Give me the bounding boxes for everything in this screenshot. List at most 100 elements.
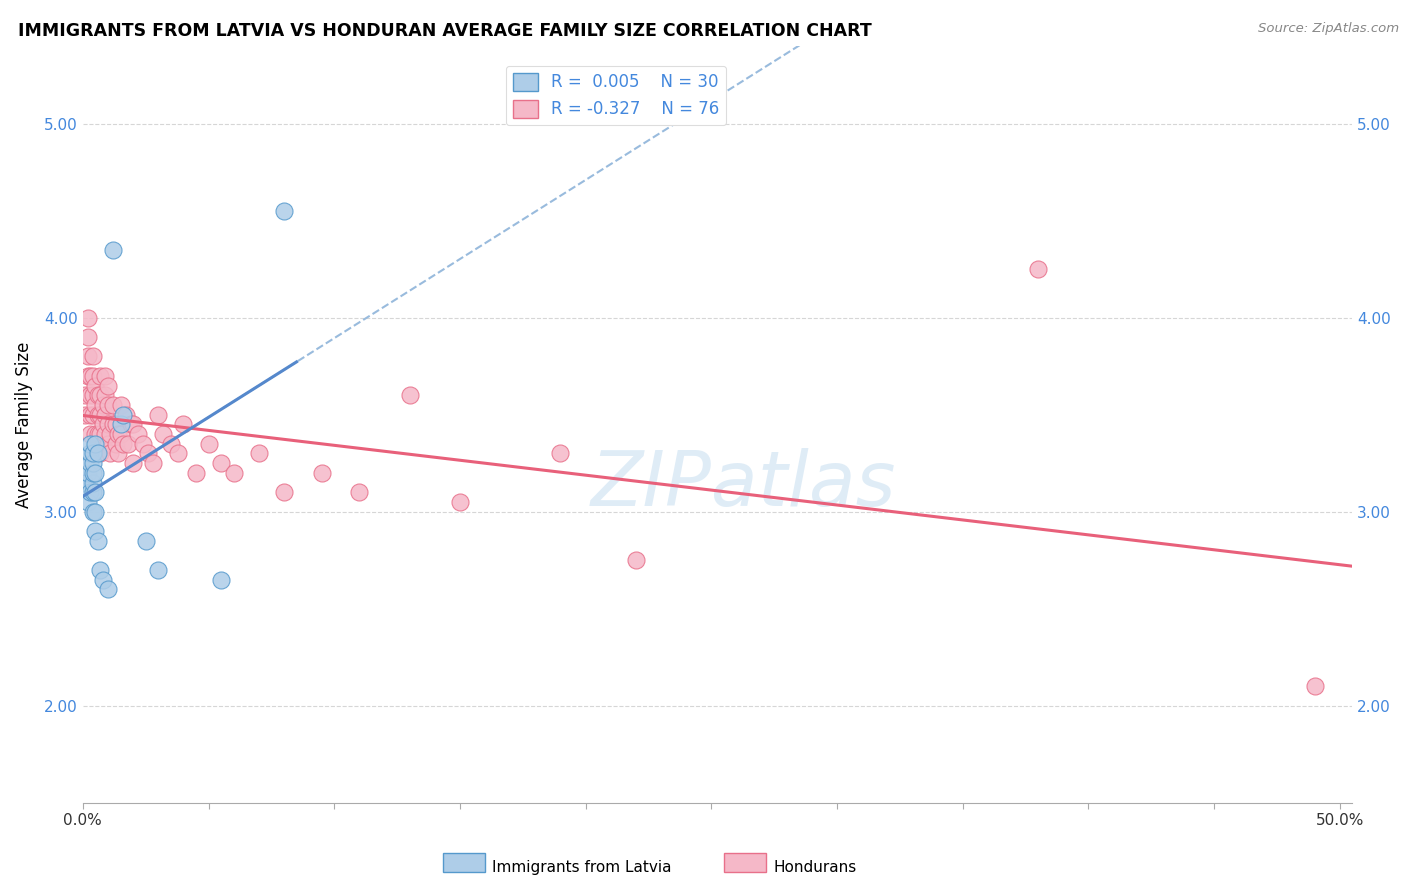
Point — [84, 505, 107, 519]
Point — [91, 436, 114, 450]
Point — [184, 466, 207, 480]
Point — [100, 427, 122, 442]
Point — [82, 350, 104, 364]
Point — [135, 533, 157, 548]
Point — [79, 408, 101, 422]
Point — [84, 378, 107, 392]
Point — [311, 466, 333, 480]
Point — [132, 436, 155, 450]
Point — [84, 446, 107, 460]
Point — [79, 456, 101, 470]
Point — [82, 368, 104, 383]
Point — [82, 456, 104, 470]
Text: IMMIGRANTS FROM LATVIA VS HONDURAN AVERAGE FAMILY SIZE CORRELATION CHART: IMMIGRANTS FROM LATVIA VS HONDURAN AVERA… — [18, 22, 872, 40]
Point — [84, 398, 107, 412]
Point — [76, 466, 98, 480]
Point — [142, 456, 165, 470]
Point — [75, 408, 97, 422]
Point — [91, 398, 114, 412]
Point — [197, 436, 219, 450]
Point — [148, 408, 170, 422]
Legend: R =  0.005    N = 30, R = -0.327    N = 76: R = 0.005 N = 30, R = -0.327 N = 76 — [506, 66, 725, 125]
Point — [101, 243, 124, 257]
Point — [247, 446, 270, 460]
Point — [100, 446, 122, 460]
Point — [89, 563, 111, 577]
Point — [107, 446, 129, 460]
Point — [87, 388, 110, 402]
Point — [84, 485, 107, 500]
Point — [122, 417, 145, 432]
Point — [101, 417, 124, 432]
Point — [398, 388, 420, 402]
Text: Immigrants from Latvia: Immigrants from Latvia — [492, 861, 672, 875]
Point — [87, 408, 110, 422]
Point — [76, 330, 98, 344]
Point — [97, 417, 120, 432]
Point — [209, 573, 232, 587]
Point — [127, 427, 149, 442]
Point — [107, 427, 129, 442]
Point — [624, 553, 647, 567]
Point — [97, 398, 120, 412]
Point — [273, 204, 295, 219]
Point — [1303, 679, 1326, 693]
Point — [82, 466, 104, 480]
Point — [172, 417, 194, 432]
Point — [110, 427, 132, 442]
Point — [87, 533, 110, 548]
Point — [104, 417, 127, 432]
Point — [76, 350, 98, 364]
Text: Hondurans: Hondurans — [773, 861, 856, 875]
Point — [117, 436, 139, 450]
Point — [94, 427, 117, 442]
Point — [89, 368, 111, 383]
Point — [87, 427, 110, 442]
Point — [75, 475, 97, 490]
Point — [110, 398, 132, 412]
Point — [89, 427, 111, 442]
Point — [79, 446, 101, 460]
Point — [79, 485, 101, 500]
Point — [84, 436, 107, 450]
Point — [152, 427, 174, 442]
Point — [82, 505, 104, 519]
Point — [110, 417, 132, 432]
Point — [148, 563, 170, 577]
Point — [449, 495, 471, 509]
Point — [84, 466, 107, 480]
Point — [159, 436, 181, 450]
Point — [94, 388, 117, 402]
Point — [87, 446, 110, 460]
Point — [112, 408, 135, 422]
Point — [76, 368, 98, 383]
Point — [167, 446, 190, 460]
Point — [79, 388, 101, 402]
Point — [89, 446, 111, 460]
Point — [104, 436, 127, 450]
Point — [94, 408, 117, 422]
Point — [82, 388, 104, 402]
Point — [550, 446, 572, 460]
Point — [101, 398, 124, 412]
Point — [82, 408, 104, 422]
Point — [84, 427, 107, 442]
Point — [136, 446, 159, 460]
Y-axis label: Average Family Size: Average Family Size — [15, 341, 32, 508]
Point — [97, 378, 120, 392]
Point — [94, 368, 117, 383]
Point — [76, 495, 98, 509]
Point — [122, 456, 145, 470]
Point — [89, 388, 111, 402]
Point — [79, 368, 101, 383]
Text: ZIPatlas: ZIPatlas — [591, 448, 896, 522]
Point — [82, 446, 104, 460]
Point — [112, 436, 135, 450]
Point — [1026, 262, 1049, 277]
Point — [82, 485, 104, 500]
Point — [79, 427, 101, 442]
Text: Source: ZipAtlas.com: Source: ZipAtlas.com — [1258, 22, 1399, 36]
Point — [222, 466, 245, 480]
Point — [91, 417, 114, 432]
Point — [89, 408, 111, 422]
